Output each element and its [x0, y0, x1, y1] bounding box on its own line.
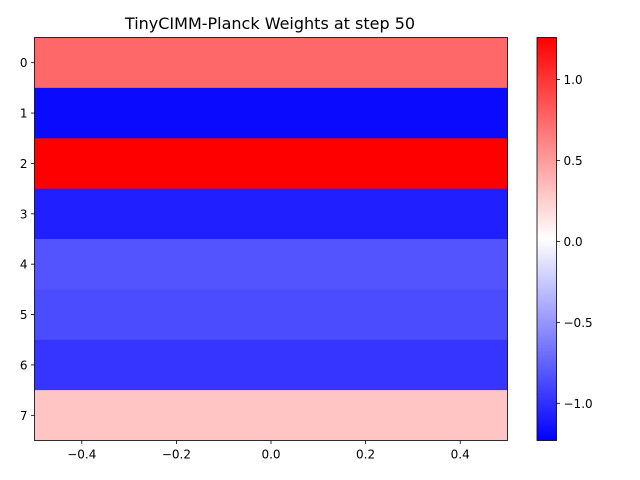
heatmap-cell: [34, 37, 508, 89]
x-tick-label: 0.0: [261, 448, 280, 462]
y-tick-label: 1: [20, 107, 28, 121]
x-tick-label: −0.2: [162, 448, 191, 462]
chart-title: TinyCIMM-Planck Weights at step 50: [124, 14, 415, 33]
y-tick-label: 7: [20, 409, 28, 423]
colorbar-tick-label: −0.5: [564, 316, 593, 330]
colorbar-axis: −1.0 −0.5 0.0 0.5 1.0: [556, 73, 593, 411]
colorbar-tick-label: 0.5: [564, 154, 583, 168]
heatmap-cell: [34, 239, 508, 290]
y-tick-label: 6: [20, 358, 28, 372]
colorbar-tick-label: 0.0: [564, 235, 583, 249]
colorbar: [536, 37, 557, 441]
x-tick-label: 0.4: [451, 448, 470, 462]
y-tick-label: 5: [20, 308, 28, 322]
colorbar-tick-label: −1.0: [564, 397, 593, 411]
heatmap-cell: [34, 289, 508, 341]
heatmap-cell: [34, 339, 508, 391]
y-axis: 0 1 2 3 4 5 6 7: [20, 56, 35, 423]
heatmap-cells: [34, 37, 508, 441]
x-tick-label: 0.2: [356, 448, 375, 462]
x-tick-label: −0.4: [67, 448, 96, 462]
x-axis: −0.4 −0.2 0.0 0.2 0.4: [67, 440, 470, 462]
y-tick-label: 2: [20, 157, 28, 171]
heatmap-cell: [34, 87, 508, 139]
y-tick-label: 3: [20, 207, 28, 221]
heatmap-cell: [34, 188, 508, 240]
y-tick-label: 0: [20, 56, 28, 70]
colorbar-tick-label: 1.0: [564, 73, 583, 87]
y-tick-label: 4: [20, 258, 28, 272]
heatmap-cell: [34, 390, 508, 441]
heatmap-cell: [34, 138, 508, 189]
